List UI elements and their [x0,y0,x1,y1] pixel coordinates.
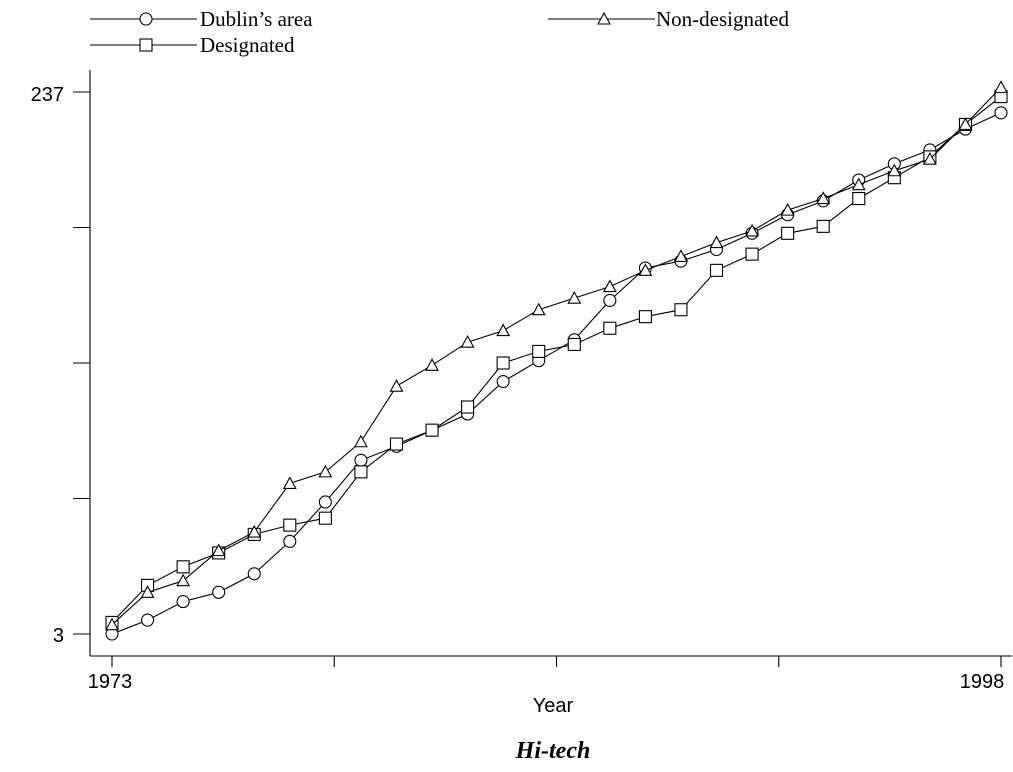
data-point-triangle [922,152,937,165]
data-point-square [461,400,475,414]
data-point-triangle [531,302,546,316]
data-point-triangle [282,476,297,489]
legend-square-marker [139,38,153,52]
data-point-triangle [353,434,368,448]
series-triangle [105,80,1008,631]
data-point-square [603,321,617,335]
data-point-square [496,356,510,370]
chart-caption: Hi-tech [515,738,591,764]
data-point-triangle [780,202,795,216]
series-layer [105,80,1008,641]
data-point-circle [247,567,261,581]
legend-entry-dublin: Dublin’s area [90,7,313,31]
data-point-triangle [816,191,831,205]
data-point-triangle [318,464,333,478]
x-axis-ticks [111,656,1002,667]
series-line [111,87,1002,626]
data-point-square [852,191,866,206]
data-point-square [567,337,581,352]
data-point-triangle [958,117,973,130]
legend-circle-marker [139,12,153,26]
data-point-circle [603,293,617,308]
series-line [111,112,1002,635]
data-point-triangle [567,290,582,304]
data-point-triangle [674,249,688,263]
data-point-circle [212,585,226,599]
data-point-square [674,303,688,317]
data-point-triangle [211,543,226,557]
data-point-circle [354,453,368,467]
axes: 237 3 1973 1998 Year [31,70,1012,717]
data-point-square [638,310,652,324]
data-point-triangle [851,177,866,191]
data-point-triangle [105,617,119,631]
data-point-triangle [745,223,760,237]
data-point-square [283,518,297,532]
y-tick-label-max: 237 [31,84,64,106]
series-square [105,90,1008,629]
data-point-triangle [602,279,617,293]
legend-entry-non-designated: Non-designated [548,7,789,31]
data-point-circle [994,106,1008,120]
data-point-square [745,247,759,261]
data-point-triangle [389,379,404,392]
data-point-circle [496,374,510,389]
data-point-square [389,437,404,451]
data-point-triangle [247,524,262,538]
data-point-triangle [496,323,511,337]
y-axis-ticks [73,91,90,635]
data-point-triangle [460,335,475,348]
data-point-square [425,423,439,437]
data-point-triangle [887,163,902,177]
x-tick-label-last: 1998 [960,671,1005,693]
data-point-circle [176,595,190,609]
data-point-triangle [994,80,1008,93]
legend-entry-designated: Designated [90,33,295,57]
data-point-triangle [709,235,724,249]
data-point-triangle [176,573,191,587]
data-point-square [532,344,546,358]
legend-triangle-marker [597,11,611,25]
data-point-triangle [425,358,439,371]
data-point-square [709,263,724,277]
data-point-square [816,219,830,233]
data-point-triangle [638,263,653,276]
data-point-circle [141,613,155,627]
x-axis-title: Year [533,695,574,717]
data-point-square [781,226,795,240]
data-point-square [354,465,368,479]
data-point-square [318,511,332,525]
x-tick-label-first: 1973 [88,671,133,693]
data-point-square [176,560,190,574]
legend-label-designated: Designated [200,33,295,57]
legend-label-dublin: Dublin’s area [200,7,313,31]
legend: Dublin’s area Designated Non-designated [90,7,789,57]
data-point-triangle [140,585,155,598]
data-point-circle [318,495,332,509]
series-circle [105,106,1008,641]
data-point-circle [283,534,297,548]
y-tick-label-min: 3 [53,625,64,647]
legend-label-non-designated: Non-designated [656,7,789,31]
